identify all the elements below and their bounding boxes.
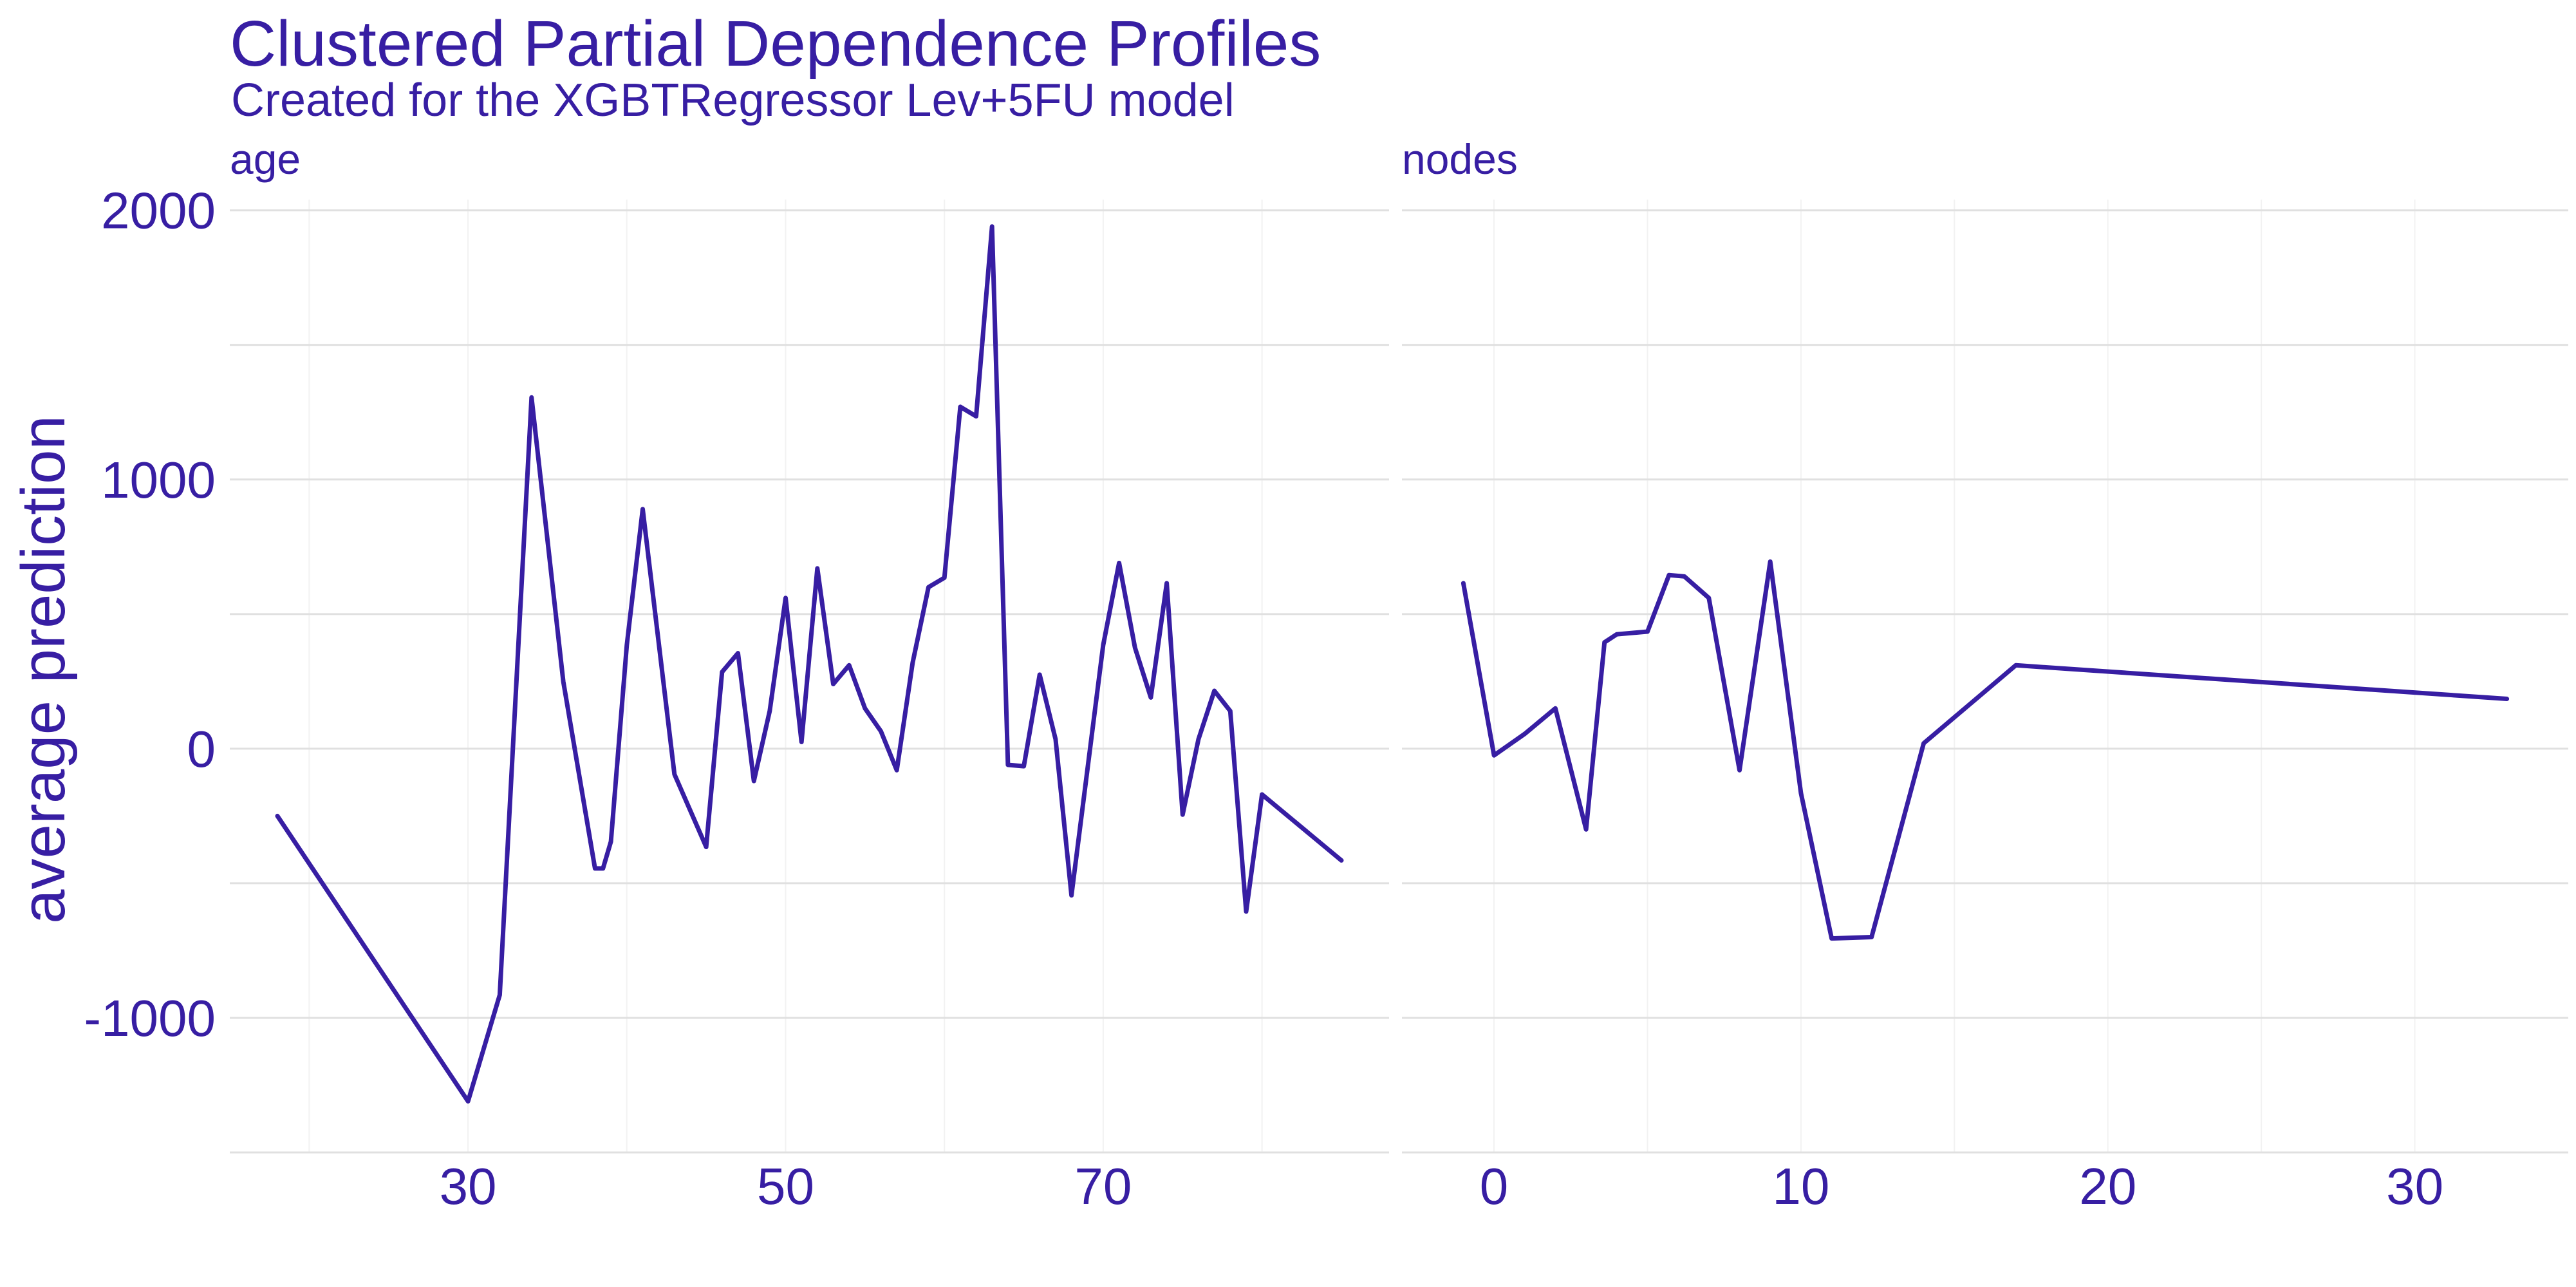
x-tick-label: 20 (2079, 1158, 2136, 1215)
chart-title: Clustered Partial Dependence Profiles (230, 8, 1321, 80)
panel-nodes: nodes 0 10 20 30 (1402, 135, 2568, 1215)
panel-title: nodes (1402, 135, 1518, 183)
x-tick-label: 70 (1074, 1158, 1132, 1215)
x-tick-label: 10 (1772, 1158, 1829, 1215)
chart-subtitle: Created for the XGBTRegressor Lev+5FU mo… (231, 75, 1235, 126)
series-line-nodes (1461, 559, 2510, 941)
y-tick-label: 0 (187, 720, 216, 778)
panel-title: age (230, 135, 301, 183)
y-axis-label: average prediction (9, 415, 78, 924)
y-tick-label: -1000 (84, 990, 216, 1047)
x-tick-label: 0 (1480, 1158, 1509, 1215)
chart-panels: age 30 50 70 nodes 0 10 20 30 -1000 0 1000 2000 (84, 135, 2568, 1215)
x-tick-label: 30 (440, 1158, 497, 1215)
x-tick-label: 50 (757, 1158, 814, 1215)
y-tick-label: 1000 (101, 451, 216, 509)
x-tick-label: 30 (2386, 1158, 2443, 1215)
y-tick-label: 2000 (101, 182, 216, 240)
panel-age: age 30 50 70 (230, 135, 1389, 1215)
series-line-age (275, 224, 1344, 1104)
